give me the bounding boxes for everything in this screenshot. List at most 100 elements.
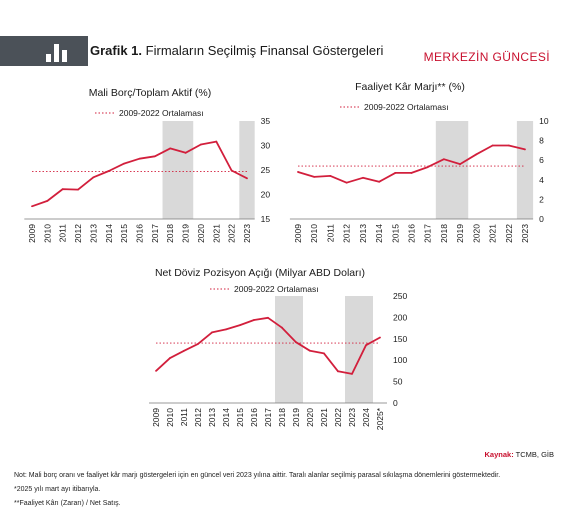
chart-title: Faaliyet Kâr Marjı** (%) [355, 81, 465, 93]
y-tick-label: 6 [539, 155, 544, 165]
data-point [351, 372, 353, 375]
data-point [337, 370, 339, 373]
figure-title-text: Firmaların Seçilmiş Finansal Göstergeler… [145, 43, 384, 58]
figure-header: Grafik 1. Firmaların Seçilmiş Finansal G… [0, 36, 572, 66]
data-point [155, 370, 157, 372]
x-tick-label: 2009 [151, 408, 161, 427]
x-tick-label: 2013 [88, 224, 98, 243]
data-point [153, 155, 156, 158]
data-point [313, 175, 316, 178]
data-point [239, 324, 241, 327]
x-tick-label: 2015 [235, 408, 245, 427]
y-tick-label: 4 [539, 175, 544, 185]
data-point [297, 171, 299, 173]
x-tick-label: 2025* [375, 407, 385, 430]
data-point [200, 143, 202, 146]
x-tick-label: 2020 [196, 224, 206, 243]
data-point [61, 188, 64, 191]
data-point [426, 166, 429, 168]
y-tick-label: 25 [261, 165, 271, 175]
source-label: Kaynak: [484, 450, 514, 459]
y-tick-label: 10 [539, 116, 549, 126]
data-point [225, 328, 227, 331]
x-tick-label: 2024 [361, 408, 371, 427]
y-tick-label: 200 [393, 312, 407, 322]
x-tick-label: 2023 [520, 224, 530, 243]
y-tick-label: 20 [261, 190, 271, 200]
x-tick-label: 2021 [488, 224, 498, 243]
x-tick-label: 2012 [342, 224, 352, 243]
chart-title: Mali Borç/Toplam Aktif (%) [89, 87, 212, 99]
y-tick-label: 150 [393, 334, 407, 344]
shaded-period [162, 121, 194, 219]
x-tick-label: 2010 [42, 224, 52, 243]
x-tick-label: 2018 [277, 408, 287, 427]
data-point [169, 357, 171, 359]
data-point [459, 163, 462, 166]
data-point [507, 144, 510, 147]
x-tick-label: 2022 [333, 408, 343, 427]
data-point [309, 349, 311, 352]
y-tick-label: 250 [393, 291, 407, 301]
legend-label: 2009-2022 Ortalaması [234, 284, 319, 294]
footnote: *2025 yılı mart ayı itibarıyla. [14, 486, 101, 493]
figure-title: Grafik 1. Firmaların Seçilmiş Finansal G… [90, 43, 383, 58]
legend-label: 2009-2022 Ortalaması [364, 102, 449, 112]
x-tick-label: 2017 [423, 224, 433, 243]
data-point [197, 343, 199, 345]
x-tick-label: 2019 [181, 224, 191, 243]
x-tick-label: 2020 [305, 408, 315, 427]
x-tick-label: 2009 [27, 224, 37, 243]
x-tick-label: 2019 [291, 408, 301, 427]
data-point [379, 336, 381, 339]
y-tick-label: 30 [261, 141, 271, 151]
chart-title: Net Döviz Pozisyon Açığı (Milyar ABD Dol… [155, 267, 365, 279]
data-point [92, 176, 95, 179]
x-tick-label: 2023 [242, 224, 252, 243]
x-tick-label: 2011 [179, 408, 189, 427]
data-point [253, 319, 255, 321]
data-point [169, 147, 172, 150]
data-point [215, 140, 218, 143]
x-tick-label: 2009 [293, 224, 303, 243]
data-point [524, 148, 526, 151]
x-tick-label: 2018 [439, 224, 449, 243]
data-point [230, 169, 233, 172]
footnote: Not: Mali borç oranı ve faaliyet kâr mar… [14, 472, 501, 479]
data-point [345, 181, 348, 184]
x-tick-label: 2010 [165, 408, 175, 427]
x-tick-label: 2010 [309, 224, 319, 243]
y-tick-label: 100 [393, 355, 407, 365]
data-point [394, 172, 397, 174]
legend-label: 2009-2022 Ortalaması [119, 108, 204, 118]
data-point [246, 177, 248, 180]
y-tick-label: 2 [539, 194, 544, 204]
source-text: TCMB, GİB [515, 450, 554, 459]
data-point [267, 316, 269, 319]
shaded-period [435, 121, 469, 219]
y-tick-label: 15 [261, 214, 271, 224]
x-tick-label: 2021 [319, 408, 329, 427]
data-point [361, 176, 364, 179]
x-tick-label: 2017 [150, 224, 160, 243]
x-tick-label: 2015 [119, 224, 129, 243]
data-point [184, 151, 187, 154]
x-tick-label: 2014 [104, 224, 114, 243]
y-tick-label: 0 [393, 398, 398, 408]
shaded-period [516, 121, 534, 219]
data-point [211, 331, 213, 334]
data-point [410, 172, 413, 174]
x-tick-label: 2022 [227, 224, 237, 243]
data-point [123, 162, 126, 165]
data-point [77, 188, 79, 191]
data-point [365, 344, 367, 347]
bar-chart-icon [46, 44, 67, 62]
data-point [46, 199, 49, 202]
data-point [329, 174, 332, 177]
x-tick-label: 2011 [325, 224, 335, 243]
data-point [183, 349, 185, 352]
x-tick-label: 2018 [165, 224, 175, 243]
y-tick-label: 0 [539, 214, 544, 224]
x-tick-label: 2016 [249, 408, 259, 427]
footnote: **Faaliyet Kârı (Zararı) / Net Satış. [14, 500, 121, 507]
